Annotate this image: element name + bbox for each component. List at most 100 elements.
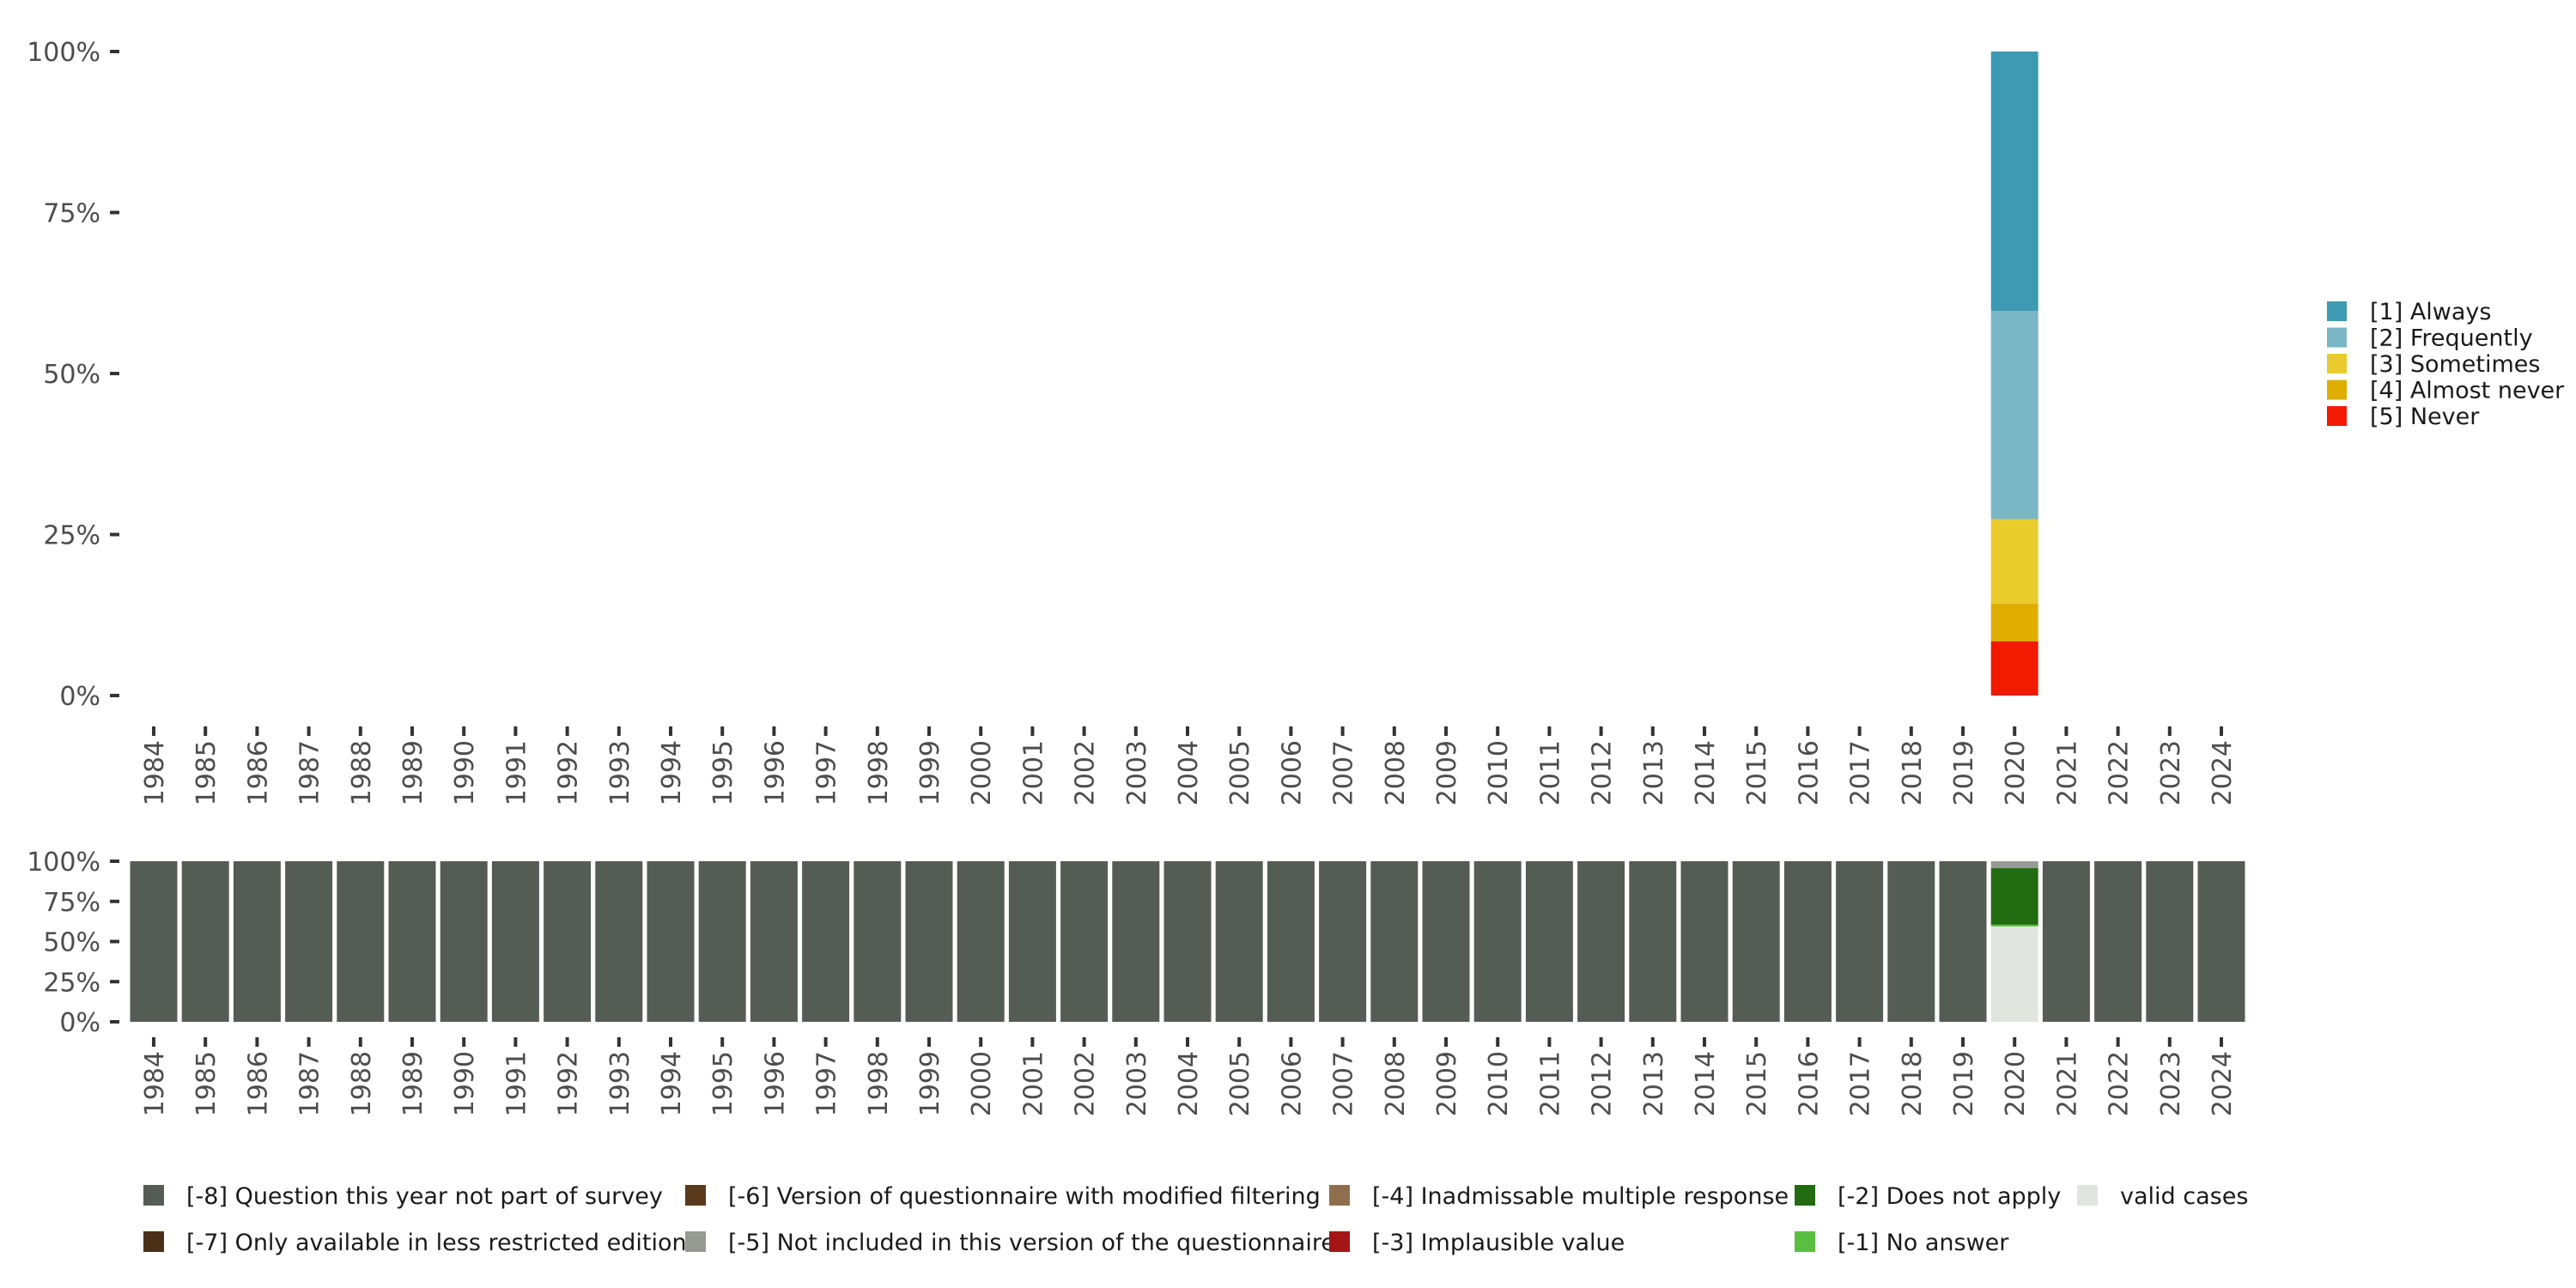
legend-swatch bbox=[2327, 301, 2347, 321]
y-tick-label: 50% bbox=[43, 360, 100, 390]
x-tick-label: 1995 bbox=[708, 740, 738, 805]
bar-segment-1995 bbox=[698, 861, 746, 1022]
bar-segment-1990 bbox=[440, 861, 488, 1022]
legend-label: [-5] Not included in this version of the… bbox=[728, 1230, 1335, 1256]
bar-segment-1989 bbox=[388, 861, 436, 1022]
legend-label: [-4] Inadmissable multiple response bbox=[1372, 1183, 1789, 1210]
x-tick-label: 1986 bbox=[243, 1051, 273, 1116]
x-tick-label: 1993 bbox=[605, 740, 635, 805]
bar-segment-1991 bbox=[491, 861, 539, 1022]
x-tick-label: 1987 bbox=[295, 1051, 325, 1116]
x-tick-label: 2001 bbox=[1018, 1051, 1048, 1116]
x-tick-label: 1990 bbox=[450, 1051, 480, 1116]
x-tick-label: 2021 bbox=[2052, 1051, 2082, 1116]
bar-segment-1996 bbox=[750, 861, 798, 1022]
legend-label: [-1] No answer bbox=[1838, 1230, 2009, 1256]
x-tick-label: 2005 bbox=[1225, 1051, 1255, 1116]
legend-label: [5] Never bbox=[2370, 404, 2480, 430]
bar-segment-2016 bbox=[1783, 861, 1832, 1022]
x-tick-label: 2010 bbox=[1484, 1051, 1514, 1116]
bar-segment-2013 bbox=[1629, 861, 1677, 1022]
legend-swatch bbox=[1329, 1231, 1350, 1252]
x-tick-label: 2004 bbox=[1174, 1051, 1204, 1116]
bar-segment-2012 bbox=[1577, 861, 1625, 1022]
legend-swatch bbox=[2327, 354, 2347, 374]
x-tick-label: 2008 bbox=[1381, 740, 1411, 805]
x-tick-label: 2018 bbox=[1898, 740, 1928, 805]
x-tick-label: 1991 bbox=[501, 1051, 532, 1116]
x-tick-label: 1988 bbox=[347, 740, 377, 805]
x-tick-label: 2010 bbox=[1484, 740, 1514, 805]
bar-segment-2015 bbox=[1732, 861, 1780, 1022]
bar-segment-1987 bbox=[285, 861, 333, 1022]
bar-segment-2005 bbox=[1215, 861, 1263, 1022]
bar-segment-2023 bbox=[2146, 861, 2194, 1022]
x-tick-label: 2003 bbox=[1122, 740, 1152, 805]
bar-segment-2019 bbox=[1939, 861, 1987, 1022]
x-tick-label: 2019 bbox=[1949, 1051, 1979, 1116]
x-tick-label: 1985 bbox=[191, 740, 222, 805]
x-tick-label: 2002 bbox=[1071, 1051, 1101, 1116]
x-tick-label: 2017 bbox=[1846, 1051, 1876, 1116]
bar-segment-2000 bbox=[957, 861, 1005, 1022]
bar-segment-1984 bbox=[130, 861, 178, 1022]
x-tick-label: 2004 bbox=[1174, 740, 1204, 805]
bar-segment-2020 bbox=[1990, 311, 2038, 519]
bar-segment-1998 bbox=[854, 861, 902, 1022]
bar-segment-1985 bbox=[181, 861, 229, 1022]
legend-label: valid cases bbox=[2120, 1183, 2248, 1210]
bar-segment-2020 bbox=[1990, 519, 2038, 604]
y-tick-label: 100% bbox=[27, 38, 100, 68]
x-tick-label: 2005 bbox=[1225, 740, 1255, 805]
bar-segment-2020 bbox=[1990, 603, 2038, 641]
x-tick-label: 2015 bbox=[1742, 1051, 1772, 1116]
legend-label: [2] Frequently bbox=[2370, 325, 2533, 352]
x-tick-label: 2007 bbox=[1329, 740, 1359, 805]
legend-label: [-7] Only available in less restricted e… bbox=[186, 1230, 687, 1256]
x-tick-label: 2022 bbox=[2105, 740, 2135, 805]
legend-label: [-6] Version of questionnaire with modif… bbox=[728, 1183, 1321, 1210]
x-tick-label: 2018 bbox=[1898, 1051, 1928, 1116]
x-tick-label: 1996 bbox=[760, 1051, 790, 1116]
x-tick-label: 2024 bbox=[2208, 1051, 2238, 1116]
legend-swatch bbox=[2327, 327, 2347, 348]
x-tick-label: 1988 bbox=[347, 1051, 377, 1116]
bar-segment-2022 bbox=[2094, 861, 2142, 1022]
bar-segment-1999 bbox=[905, 861, 953, 1022]
legend-label: [4] Almost never bbox=[2370, 378, 2565, 404]
x-tick-label: 2013 bbox=[1639, 740, 1669, 805]
x-tick-label: 1996 bbox=[760, 740, 790, 805]
x-tick-label: 1992 bbox=[554, 1051, 584, 1116]
x-tick-label: 1998 bbox=[864, 1051, 894, 1116]
x-tick-label: 1989 bbox=[398, 740, 428, 805]
x-tick-label: 2020 bbox=[2001, 740, 2031, 805]
x-tick-label: 2006 bbox=[1277, 740, 1307, 805]
x-tick-label: 2000 bbox=[967, 1051, 997, 1116]
x-tick-label: 2008 bbox=[1381, 1051, 1411, 1116]
bar-segment-2010 bbox=[1473, 861, 1522, 1022]
x-tick-label: 2023 bbox=[2156, 1051, 2186, 1116]
bar-segment-2021 bbox=[2042, 861, 2090, 1022]
legend-swatch bbox=[685, 1231, 706, 1252]
legend-label: [3] Sometimes bbox=[2370, 351, 2540, 378]
x-tick-label: 1989 bbox=[398, 1051, 428, 1116]
x-tick-label: 1987 bbox=[295, 740, 325, 805]
legend-swatch bbox=[2077, 1185, 2098, 1206]
bar-segment-2014 bbox=[1680, 861, 1728, 1022]
x-tick-label: 2021 bbox=[2052, 740, 2082, 805]
x-tick-label: 2020 bbox=[2001, 1051, 2031, 1116]
x-tick-label: 2007 bbox=[1329, 1051, 1359, 1116]
x-tick-label: 2019 bbox=[1949, 740, 1979, 805]
x-tick-label: 2024 bbox=[2208, 740, 2238, 805]
x-tick-label: 2017 bbox=[1846, 740, 1876, 805]
x-tick-label: 2022 bbox=[2105, 1051, 2135, 1116]
x-tick-label: 2002 bbox=[1071, 740, 1101, 805]
x-tick-label: 2012 bbox=[1588, 740, 1618, 805]
bar-segment-2001 bbox=[1008, 861, 1056, 1022]
legend-swatch bbox=[685, 1185, 706, 1206]
x-tick-label: 1997 bbox=[812, 740, 842, 805]
bar-segment-2020 bbox=[1990, 926, 2038, 1022]
x-tick-label: 1990 bbox=[450, 740, 480, 805]
legend-swatch bbox=[1795, 1185, 1815, 1206]
